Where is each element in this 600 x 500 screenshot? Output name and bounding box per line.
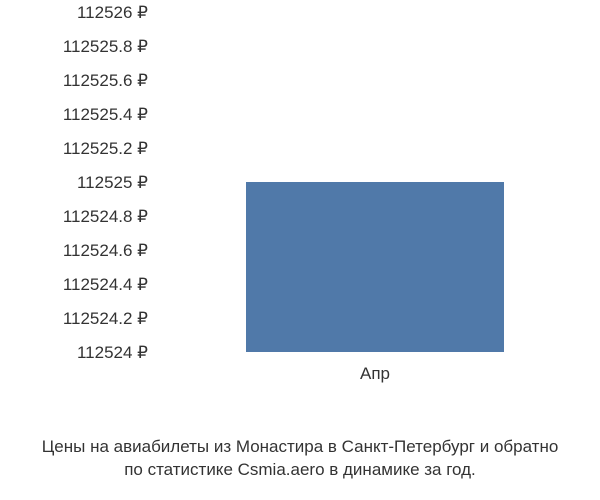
y-axis-label: 112524.6 ₽ <box>63 241 148 261</box>
y-axis-label: 112525.4 ₽ <box>63 105 148 125</box>
chart-caption: Цены на авиабилеты из Монастира в Санкт-… <box>0 436 600 482</box>
bar <box>246 182 504 352</box>
y-axis-label: 112525.2 ₽ <box>63 139 148 159</box>
y-axis-label: 112524.2 ₽ <box>63 309 148 329</box>
y-axis-label: 112526 ₽ <box>77 3 148 23</box>
y-axis-label: 112524 ₽ <box>77 343 148 363</box>
y-axis-label: 112525.8 ₽ <box>63 37 148 57</box>
y-axis-label: 112525.6 ₽ <box>63 71 148 91</box>
y-axis-label: 112524.8 ₽ <box>63 207 148 227</box>
x-axis-label: Апр <box>360 364 390 384</box>
plot-region: 112526 ₽112525.8 ₽112525.6 ₽112525.4 ₽11… <box>160 12 590 352</box>
y-axis-label: 112524.4 ₽ <box>63 275 148 295</box>
caption-line-1: Цены на авиабилеты из Монастира в Санкт-… <box>0 436 600 459</box>
caption-line-2: по статистике Csmia.aero в динамике за г… <box>0 459 600 482</box>
y-axis-label: 112525 ₽ <box>77 173 148 193</box>
price-chart: 112526 ₽ 112525.8 ₽ 112525.6 ₽ 112525.4 ₽ 11… <box>0 0 600 500</box>
